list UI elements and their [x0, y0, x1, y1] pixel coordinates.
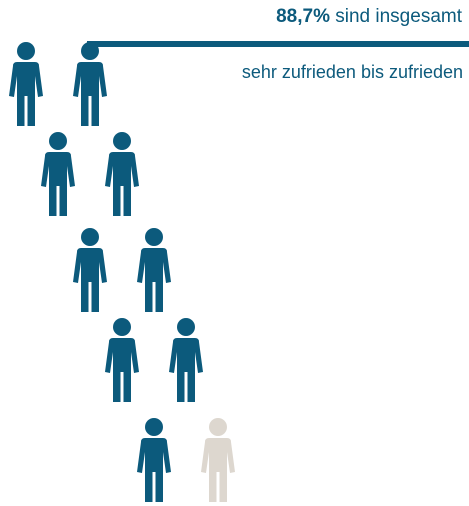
person-icon [105, 318, 139, 402]
person-icon [105, 132, 139, 216]
headline-percent: 88,7% [276, 6, 330, 27]
person-icon [73, 228, 107, 312]
person-icon [41, 132, 75, 216]
person-icon [201, 418, 235, 502]
person-icon [169, 318, 203, 402]
headline: 88,7% sind insgesamt [276, 6, 462, 28]
headline-text: sind insgesamt [329, 6, 462, 27]
person-icon [9, 42, 43, 126]
person-icon [137, 418, 171, 502]
annotation-line [87, 41, 469, 51]
subline: sehr zufrieden bis zufrieden [241, 62, 463, 82]
person-icon [137, 228, 171, 312]
person-icon [73, 42, 107, 126]
